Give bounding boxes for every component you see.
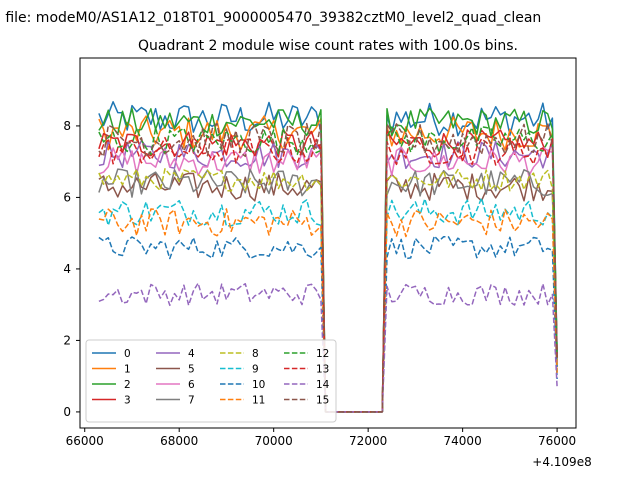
y-tick-label: 6	[63, 190, 71, 204]
y-tick-label: 0	[63, 405, 71, 419]
series-line-15	[98, 122, 558, 413]
series-line-8	[98, 168, 558, 413]
legend-label-8: 8	[252, 348, 259, 360]
series-line-11	[98, 208, 558, 413]
legend-label-11: 11	[252, 395, 265, 407]
x-axis: 66000 68000 70000 72000 74000 76000	[66, 428, 576, 448]
y-tick-label: 8	[63, 119, 71, 133]
legend-label-14: 14	[316, 379, 330, 391]
x-tick-label: 66000	[66, 434, 104, 448]
legend-box	[85, 339, 337, 423]
series-line-0	[98, 101, 558, 413]
legend-label-3: 3	[124, 395, 131, 407]
plot-frame	[79, 57, 577, 429]
x-axis-offset-label: +4.109e8	[532, 455, 591, 469]
legend-label-10: 10	[252, 379, 265, 391]
legend-label-7: 7	[188, 395, 195, 407]
x-tick-label: 68000	[160, 434, 198, 448]
x-tick-label: 72000	[349, 434, 387, 448]
series-line-13	[98, 136, 558, 413]
legend-label-15: 15	[316, 395, 329, 407]
legend-label-13: 13	[316, 364, 329, 376]
series-line-14	[98, 282, 558, 413]
figure-suptitle: n file: modeM0/AS1A12_018T01_9000005470_…	[0, 10, 541, 26]
y-axis: 0 2 4 6 8	[63, 119, 80, 419]
series-line-2	[98, 107, 558, 413]
x-tick-label: 74000	[444, 434, 482, 448]
legend-label-4: 4	[188, 348, 195, 360]
legend-label-2: 2	[124, 379, 131, 391]
y-tick-label: 4	[63, 262, 71, 276]
chart-title: Quadrant 2 module wise count rates with …	[138, 38, 518, 54]
y-tick-label: 2	[63, 333, 71, 347]
series-line-10	[98, 235, 558, 413]
series-line-7	[98, 168, 558, 413]
series-line-12	[98, 126, 558, 413]
legend-label-6: 6	[188, 379, 195, 391]
legend-label-5: 5	[188, 364, 195, 376]
legend-label-0: 0	[124, 348, 131, 360]
legend-label-12: 12	[316, 348, 329, 360]
x-tick-label: 76000	[538, 434, 576, 448]
series-line-5	[98, 172, 558, 413]
legend-label-9: 9	[252, 364, 259, 376]
series-layer	[98, 101, 558, 413]
legend-label-1: 1	[124, 364, 131, 376]
x-tick-label: 70000	[255, 434, 293, 448]
